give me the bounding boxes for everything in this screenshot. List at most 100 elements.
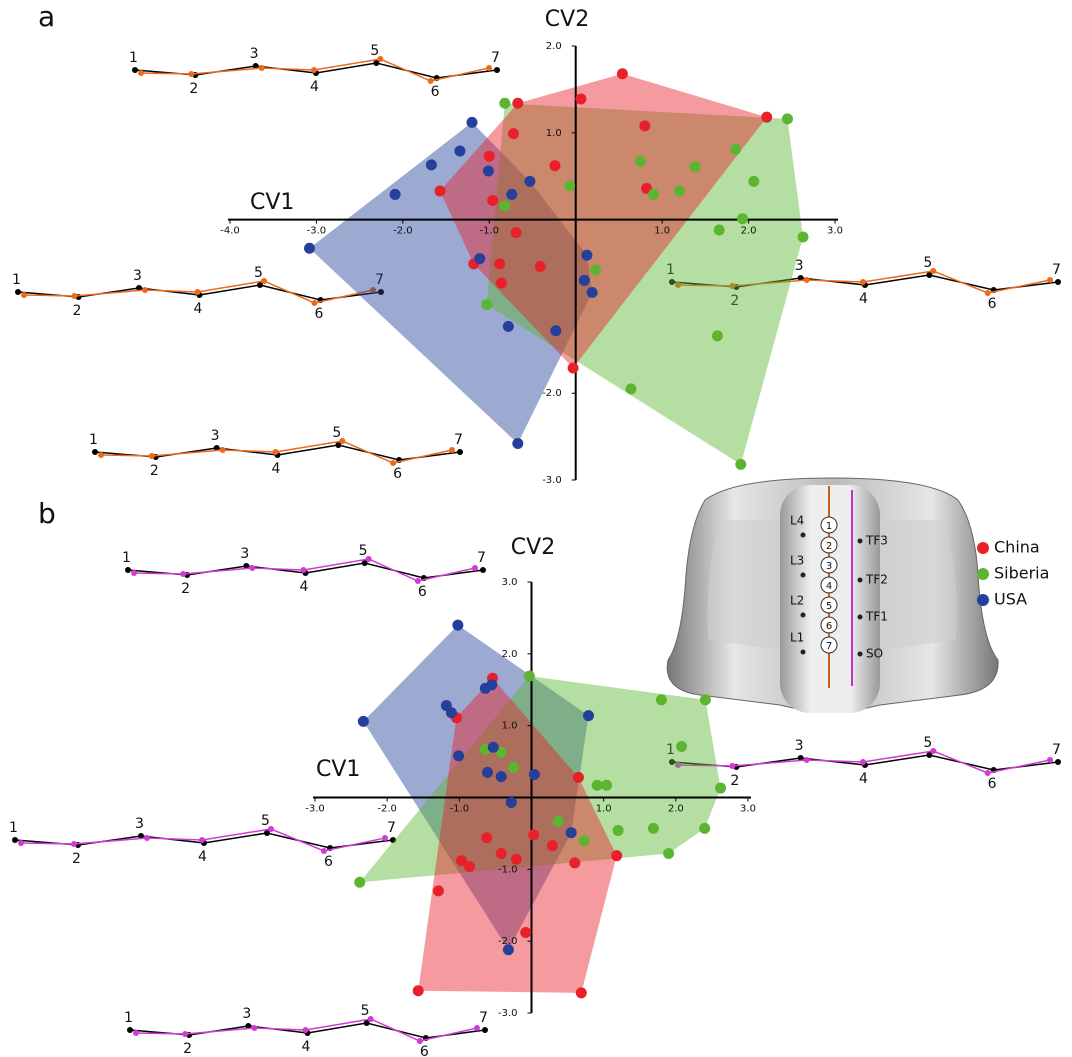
landmark-label: 4	[272, 461, 281, 477]
inset-right-label: TF2	[865, 573, 888, 587]
shape-wireframe: 1234567	[129, 43, 500, 100]
landmark-label: 6	[431, 84, 440, 100]
landmark-label: 2	[181, 581, 190, 597]
data-point	[566, 827, 577, 838]
wireframe-point	[21, 292, 27, 298]
landmark-label: 3	[135, 816, 144, 832]
data-point	[467, 117, 478, 128]
landmark-number: 6	[826, 621, 832, 632]
data-point	[735, 459, 746, 470]
wireframe-point	[804, 277, 810, 283]
data-point	[508, 128, 519, 139]
landmark-label: 1	[124, 1010, 133, 1026]
shape-wireframe: 1234567	[666, 735, 1061, 792]
wireframe-point	[729, 763, 735, 769]
inset-left-label: L4	[790, 514, 804, 528]
landmark-label: 1	[9, 820, 18, 836]
data-point	[579, 275, 590, 286]
landmark-label: 1	[129, 50, 138, 66]
x-axis-label: CV1	[250, 190, 294, 215]
data-point	[656, 694, 667, 705]
landmark-label: 6	[315, 306, 324, 322]
legend-swatch	[977, 542, 989, 554]
data-point	[581, 250, 592, 261]
landmark-number: 7	[826, 641, 832, 652]
legend-label: Siberia	[994, 564, 1049, 583]
data-point	[583, 710, 594, 721]
y-axis-label: CV2	[511, 535, 555, 560]
landmark-label: 6	[988, 296, 997, 312]
landmark-label: 7	[477, 550, 486, 566]
wireframe-point	[180, 571, 186, 577]
inset-right-label: SO	[866, 647, 883, 661]
wireframe-point	[199, 837, 205, 843]
wireframe-point	[149, 453, 155, 459]
x-tick-label: 2.0	[741, 226, 757, 237]
data-point	[511, 227, 522, 238]
data-point	[569, 857, 580, 868]
data-point	[488, 742, 499, 753]
landmark-label: 3	[795, 738, 804, 754]
wireframe-point	[220, 447, 226, 453]
landmark-label: 5	[359, 543, 368, 559]
panel-letter: a	[38, 0, 55, 33]
y-tick-label: 2.0	[546, 41, 562, 52]
data-point	[579, 835, 590, 846]
data-point	[481, 299, 492, 310]
wireframe-point	[72, 293, 78, 299]
landmark-label: 1	[89, 432, 98, 448]
data-point	[535, 261, 546, 272]
y-tick-label: 1.0	[546, 128, 562, 139]
data-point	[617, 68, 628, 79]
wireframe-point	[142, 287, 148, 293]
legend-swatch	[977, 594, 989, 606]
data-point	[454, 146, 465, 157]
wireframe-point	[188, 71, 194, 77]
landmark-label: 4	[198, 849, 207, 865]
data-point	[528, 829, 539, 840]
wireframe-point	[195, 289, 201, 295]
landmark-dot	[858, 652, 863, 657]
wireframe-point	[273, 449, 279, 455]
legend-label: China	[994, 538, 1040, 557]
landmark-label: 4	[300, 579, 309, 595]
wireframe-point	[15, 289, 21, 295]
data-point	[575, 93, 586, 104]
data-point	[508, 762, 519, 773]
landmark-label: 4	[859, 771, 868, 787]
wireframe-point	[303, 1027, 309, 1033]
data-point	[648, 823, 659, 834]
data-point	[506, 797, 517, 808]
landmark-label: 6	[420, 1044, 429, 1057]
data-point	[549, 160, 560, 171]
wireframe-point	[92, 449, 98, 455]
x-tick-label: 3.0	[827, 226, 843, 237]
wireframe-point	[125, 567, 131, 573]
data-point	[663, 848, 674, 859]
data-point	[474, 253, 485, 264]
landmark-label: 3	[250, 46, 259, 62]
x-tick-label: -3.0	[307, 226, 327, 237]
landmark-dot	[801, 613, 806, 618]
legend-swatch	[977, 568, 989, 580]
shape-wireframe: 1234567	[124, 1003, 488, 1057]
y-tick-label: -2.0	[542, 388, 562, 399]
data-point	[689, 161, 700, 172]
data-point	[413, 985, 424, 996]
wireframe-point	[311, 67, 317, 73]
landmark-dot	[858, 539, 863, 544]
landmark-label: 3	[133, 268, 142, 284]
landmark-label: 6	[324, 854, 333, 870]
landmark-label: 7	[454, 432, 463, 448]
landmark-dot	[858, 578, 863, 583]
data-point	[524, 176, 535, 187]
data-point	[524, 671, 535, 682]
landmark-label: 7	[479, 1010, 488, 1026]
data-point	[674, 185, 685, 196]
data-point	[590, 264, 601, 275]
landmark-label: 7	[387, 820, 396, 836]
landmark-label: 5	[923, 735, 932, 751]
shape-wireframe: 1234567	[9, 813, 396, 870]
data-point	[390, 189, 401, 200]
y-tick-label: 3.0	[502, 577, 518, 588]
